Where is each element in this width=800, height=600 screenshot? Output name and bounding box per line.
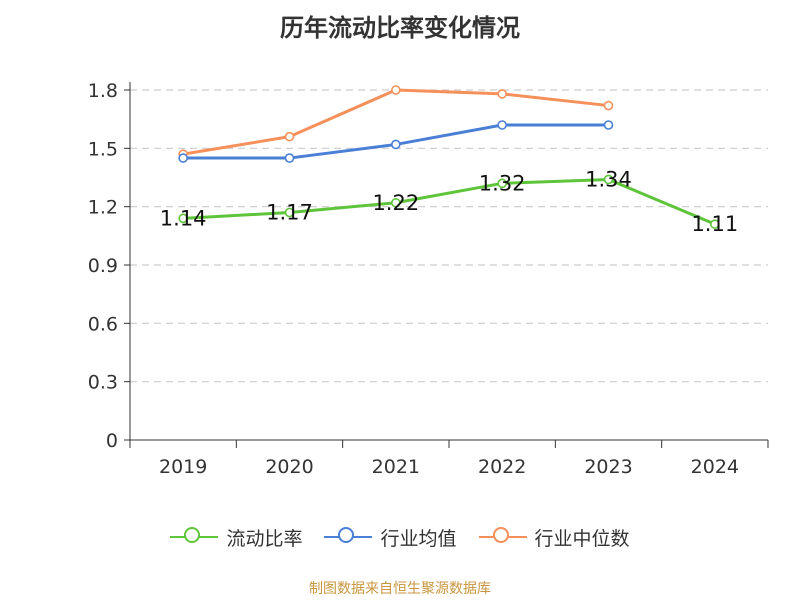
y-tick-label: 1.8: [88, 80, 118, 102]
x-tick-label: 2023: [584, 456, 632, 478]
data-label: 1.32: [479, 171, 526, 195]
legend-item[interactable]: 流动比率: [170, 524, 302, 551]
data-point: [178, 153, 188, 163]
data-point: [391, 197, 401, 208]
legend-label: 流动比率: [226, 527, 303, 550]
x-tick-label: 2021: [372, 456, 420, 478]
legend-item[interactable]: 行业均值: [324, 524, 457, 551]
x-tick-label: 2024: [691, 456, 739, 478]
legend-label: 行业均值: [380, 527, 457, 550]
chart-title: 历年流动比率变化情况: [280, 14, 520, 42]
data-label: 1.17: [266, 201, 313, 225]
y-tick-label: 0.3: [88, 372, 118, 394]
data-label: 1.11: [691, 212, 738, 236]
data-point: [497, 120, 507, 130]
y-tick-label: 1.2: [88, 197, 118, 219]
series-line: [183, 177, 716, 226]
y-tick-label: 0: [106, 430, 118, 452]
x-tick-label: 2022: [478, 456, 526, 478]
legend-item[interactable]: 行业中位数: [478, 524, 630, 551]
data-label: 1.34: [585, 167, 632, 191]
data-point: [497, 89, 507, 99]
data-point: [284, 131, 295, 142]
x-tick-label: 2019: [159, 456, 207, 478]
data-label: 1.22: [372, 191, 419, 215]
data-point: [391, 85, 401, 95]
data-point: [603, 120, 614, 130]
data-point: [710, 219, 720, 229]
data-point: [497, 178, 507, 189]
data-point: [284, 207, 295, 218]
data-point: [178, 213, 188, 224]
legend: 流动比率 行业均值 行业中位数: [0, 520, 800, 554]
legend-marker-icon: [170, 526, 219, 548]
data-point: [603, 174, 614, 185]
data-point: [603, 100, 614, 111]
data-label: 1.14: [160, 206, 207, 230]
legend-marker-icon: [324, 526, 373, 548]
data-point: [391, 139, 401, 150]
y-tick-label: 0.6: [88, 313, 118, 335]
legend-label: 行业中位数: [534, 527, 630, 550]
x-tick-label: 2020: [265, 456, 313, 478]
legend-marker-icon: [478, 526, 527, 548]
y-tick-label: 0.9: [88, 255, 118, 277]
data-point: [284, 153, 295, 163]
y-tick-label: 1.5: [88, 138, 118, 160]
source-note: 制图数据来自恒生聚源数据库: [309, 581, 491, 597]
